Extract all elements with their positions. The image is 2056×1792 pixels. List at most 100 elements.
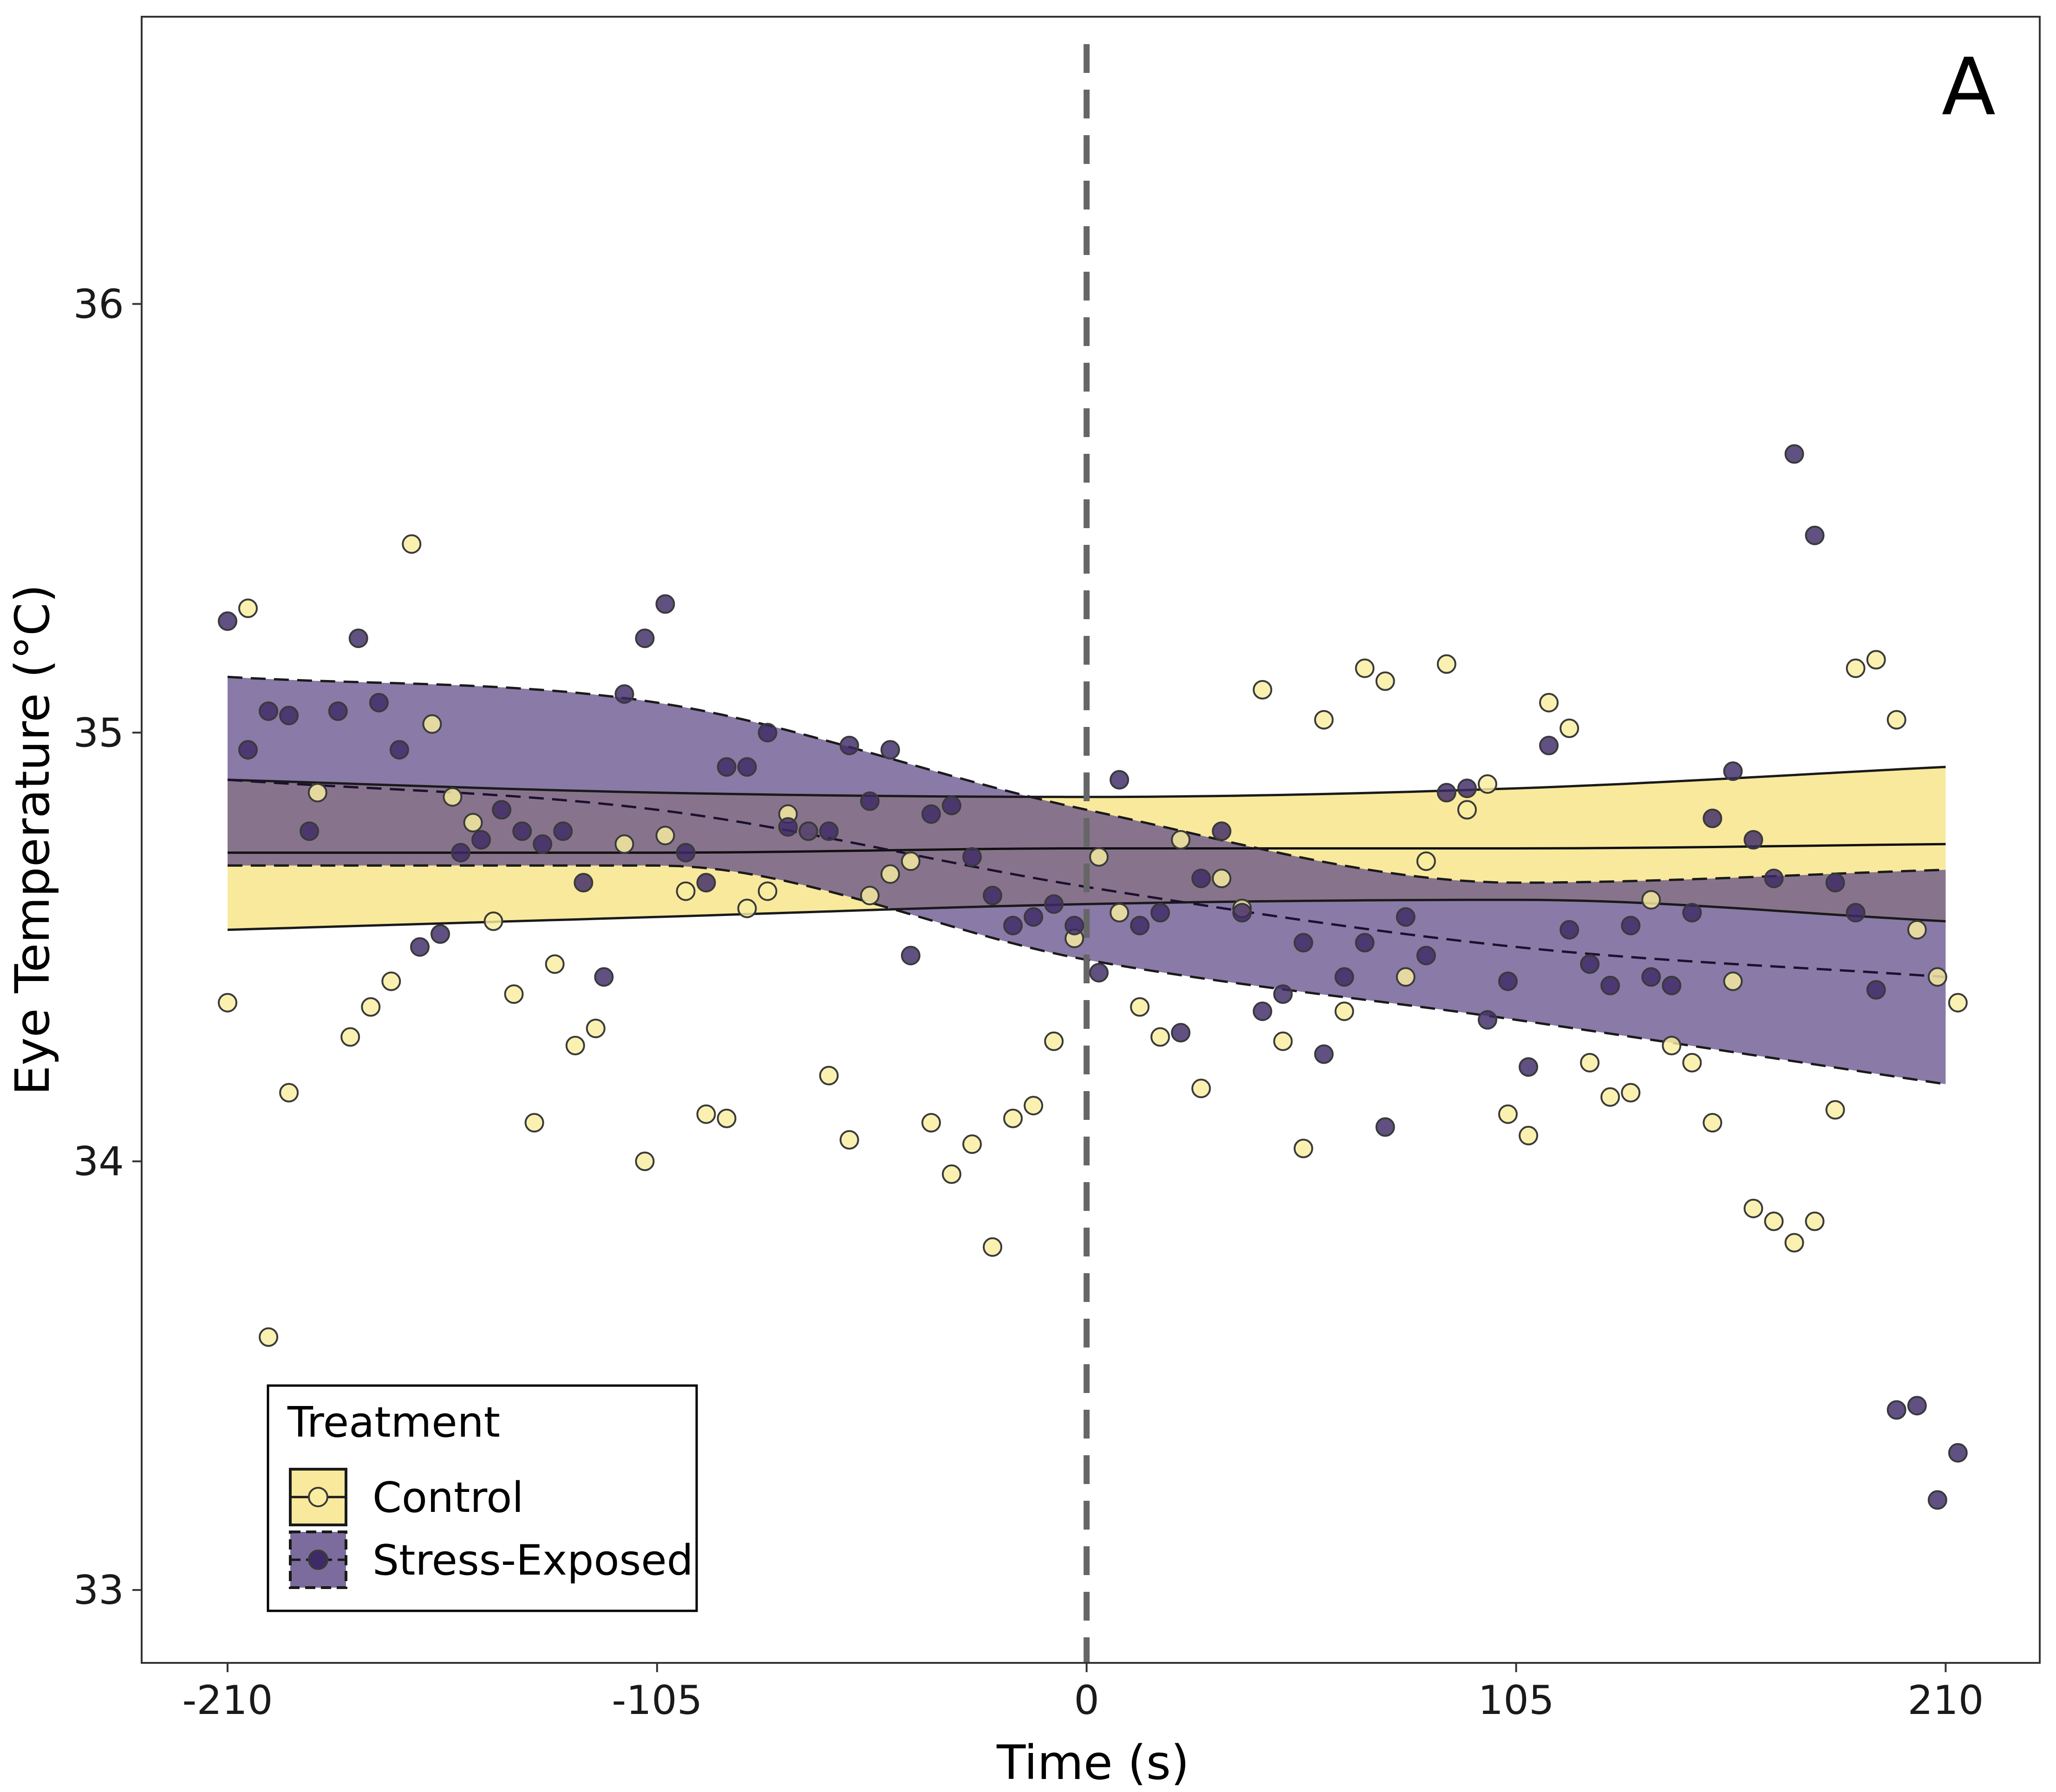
point-stress-exposed	[1171, 1023, 1191, 1043]
point-stress-exposed	[942, 796, 961, 816]
point-control	[1003, 1108, 1023, 1128]
point-control	[1805, 1211, 1825, 1231]
point-stress-exposed	[1784, 444, 1804, 464]
point-control	[1641, 890, 1661, 910]
point-control	[819, 1066, 839, 1086]
point-stress-exposed	[614, 684, 634, 704]
point-stress-exposed	[328, 701, 348, 721]
point-control	[1416, 851, 1436, 871]
y-tick-label: 33	[73, 1567, 124, 1614]
point-stress-exposed	[1662, 975, 1682, 995]
point-stress-exposed	[389, 740, 409, 760]
data-points	[218, 444, 1968, 1510]
point-control	[1314, 710, 1334, 730]
point-control	[635, 1151, 655, 1171]
point-control	[1334, 1001, 1354, 1021]
point-stress-exposed	[655, 594, 675, 614]
point-control	[565, 1036, 585, 1055]
point-stress-exposed	[410, 937, 430, 957]
point-control	[1375, 671, 1395, 691]
point-control	[1743, 1198, 1763, 1218]
point-control	[1948, 993, 1968, 1013]
point-stress-exposed	[819, 821, 839, 841]
y-axis: 33 34 35 36	[73, 281, 142, 1614]
point-control	[524, 1113, 544, 1133]
point-stress-exposed	[594, 967, 614, 987]
point-stress-exposed	[1498, 971, 1518, 991]
point-stress-exposed	[1703, 808, 1723, 828]
point-control	[696, 1104, 716, 1124]
x-axis-title: Time (s)	[996, 1735, 1189, 1791]
point-control	[307, 783, 327, 803]
point-stress-exposed	[737, 757, 757, 777]
point-stress-exposed	[1907, 1396, 1927, 1416]
point-control	[422, 714, 442, 734]
point-stress-exposed	[1519, 1057, 1538, 1077]
point-control	[259, 1327, 279, 1347]
point-stress-exposed	[348, 628, 368, 648]
point-control	[279, 1083, 299, 1103]
point-stress-exposed	[1110, 770, 1129, 790]
point-control	[757, 881, 777, 901]
point-stress-exposed	[574, 873, 594, 893]
point-control	[1150, 1027, 1170, 1047]
point-stress-exposed	[1600, 975, 1620, 995]
point-stress-exposed	[757, 723, 777, 743]
point-control	[983, 1237, 1003, 1257]
point-control	[1089, 847, 1109, 867]
point-control	[1110, 903, 1129, 922]
point-control	[586, 1019, 606, 1039]
y-axis-title: Eye Temperature (°C)	[5, 584, 60, 1095]
point-stress-exposed	[962, 847, 982, 867]
point-control	[443, 787, 463, 807]
point-control	[839, 1130, 859, 1150]
point-stress-exposed	[1396, 907, 1416, 927]
point-control	[238, 598, 258, 618]
point-control	[1662, 1036, 1682, 1055]
point-stress-exposed	[1375, 1117, 1395, 1137]
point-stress-exposed	[1150, 903, 1170, 922]
point-stress-exposed	[1805, 525, 1825, 545]
point-control	[880, 864, 900, 884]
point-stress-exposed	[512, 821, 532, 841]
point-stress-exposed	[218, 611, 237, 631]
point-stress-exposed	[635, 628, 655, 648]
point-stress-exposed	[1948, 1443, 1968, 1463]
point-control	[1560, 719, 1580, 738]
point-stress-exposed	[238, 740, 258, 760]
point-control	[1723, 971, 1743, 991]
point-stress-exposed	[1130, 916, 1150, 935]
point-control	[901, 851, 920, 871]
legend-key-point-control	[308, 1487, 328, 1507]
point-control	[381, 971, 401, 991]
point-stress-exposed	[901, 946, 920, 966]
point-stress-exposed	[839, 736, 859, 755]
point-stress-exposed	[696, 873, 716, 893]
point-control	[361, 997, 381, 1017]
point-control	[218, 993, 237, 1013]
point-stress-exposed	[1560, 920, 1580, 940]
point-stress-exposed	[880, 740, 900, 760]
point-control	[655, 825, 675, 845]
point-control	[614, 834, 634, 854]
point-stress-exposed	[1682, 903, 1702, 922]
point-stress-exposed	[1355, 933, 1375, 953]
point-control	[1477, 774, 1497, 794]
point-stress-exposed	[676, 843, 696, 863]
point-control	[483, 911, 503, 931]
point-control	[1171, 830, 1191, 850]
point-control	[1273, 1031, 1293, 1051]
point-stress-exposed	[1253, 1001, 1273, 1021]
point-stress-exposed	[1003, 916, 1023, 935]
point-stress-exposed	[553, 821, 573, 841]
point-stress-exposed	[1044, 894, 1064, 914]
point-control	[1580, 1053, 1600, 1073]
point-control	[1621, 1083, 1641, 1103]
point-control	[717, 1108, 737, 1128]
point-stress-exposed	[1416, 946, 1436, 966]
point-stress-exposed	[1886, 1400, 1906, 1420]
point-stress-exposed	[451, 843, 470, 863]
point-control	[1682, 1053, 1702, 1073]
point-stress-exposed	[300, 821, 320, 841]
